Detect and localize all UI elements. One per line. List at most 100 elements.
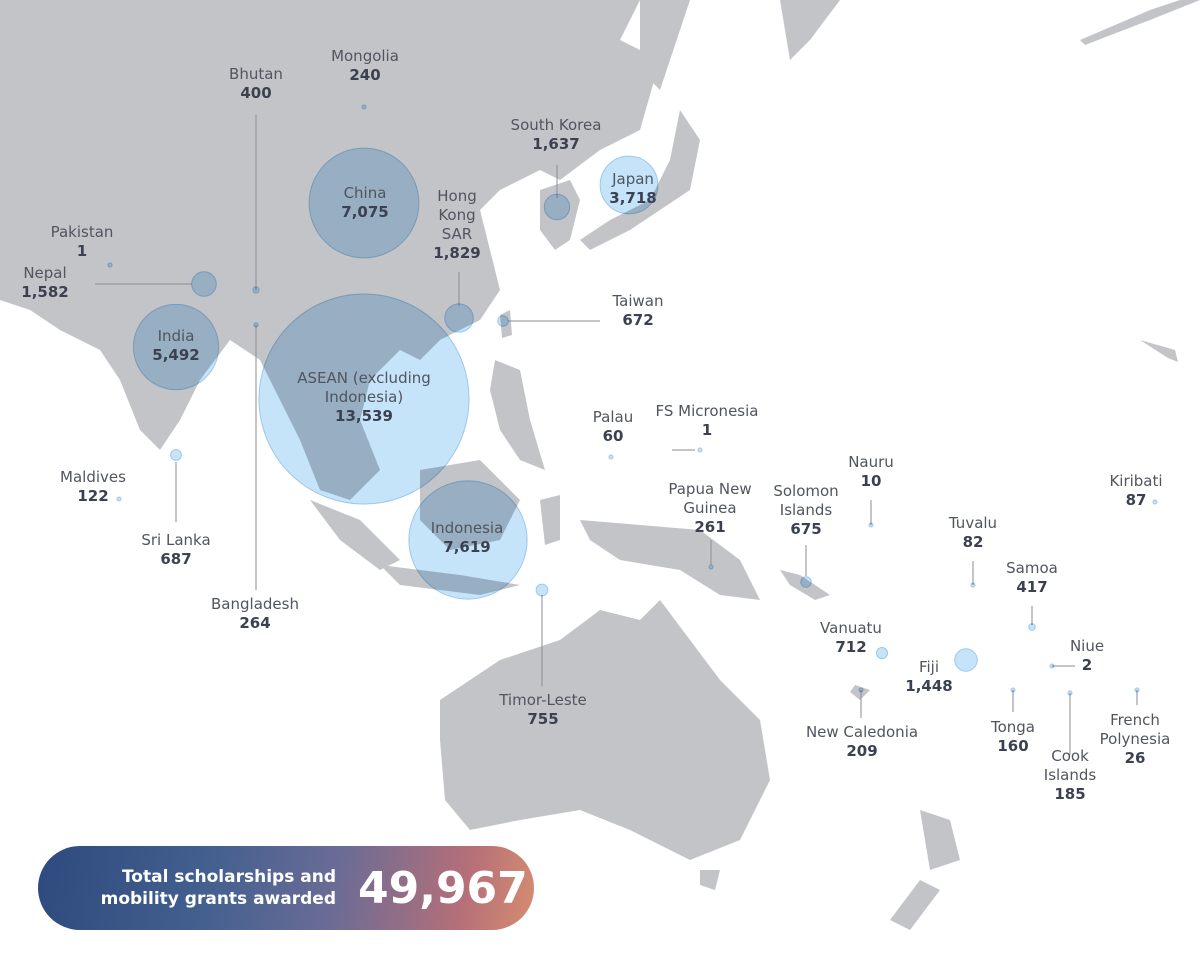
bubble bbox=[361, 104, 367, 110]
region-value: 1,448 bbox=[905, 677, 953, 695]
bubble bbox=[1134, 687, 1140, 693]
region-name: Cook Islands bbox=[1043, 747, 1097, 784]
region-label: Indonesia 7,619 bbox=[407, 519, 527, 557]
region-label: Vanuatu 712 bbox=[791, 619, 911, 657]
region-name: Niue bbox=[1069, 637, 1105, 655]
region-value: 1,637 bbox=[532, 135, 580, 153]
region-label: Japan 3,718 bbox=[573, 170, 693, 208]
region-name: Nepal bbox=[23, 264, 67, 282]
region-name: Solomon Islands bbox=[773, 482, 839, 519]
region-name: Papua New Guinea bbox=[668, 480, 752, 517]
bubble bbox=[408, 480, 528, 600]
bubble bbox=[875, 646, 889, 660]
region-label: Palau 60 bbox=[553, 408, 673, 446]
region-name: Kiribati bbox=[1109, 472, 1163, 490]
bubble bbox=[599, 155, 659, 215]
region-label: South Korea 1,637 bbox=[476, 116, 636, 154]
bubble bbox=[191, 271, 217, 297]
bubble bbox=[252, 286, 260, 294]
region-name: South Korea bbox=[510, 116, 602, 134]
bubble bbox=[868, 522, 874, 528]
region-value: 712 bbox=[835, 638, 867, 656]
region-label: Pakistan 1 bbox=[22, 223, 142, 261]
region-label: Niue 2 bbox=[1027, 637, 1147, 675]
region-name: China bbox=[343, 184, 387, 202]
region-name: Fiji bbox=[918, 658, 940, 676]
region-name: FS Micronesia bbox=[655, 402, 759, 420]
region-name: Tuvalu bbox=[948, 514, 998, 532]
japan bbox=[580, 110, 700, 250]
region-name: Sri Lanka bbox=[141, 531, 211, 549]
region-value: 26 bbox=[1124, 749, 1146, 767]
region-label: Solomon Islands 675 bbox=[761, 482, 851, 539]
region-label: Kiribati 87 bbox=[1076, 472, 1196, 510]
region-label: Sri Lanka 687 bbox=[116, 531, 236, 569]
new-guinea bbox=[580, 520, 760, 600]
region-name: Pakistan bbox=[50, 223, 114, 241]
region-value: 1,582 bbox=[21, 283, 69, 301]
region-name: Samoa bbox=[1006, 559, 1058, 577]
region-label: Bhutan 400 bbox=[196, 65, 316, 103]
bubble bbox=[708, 564, 714, 570]
region-name: Palau bbox=[592, 408, 634, 426]
total-banner: Total scholarships and mobility grants a… bbox=[38, 846, 534, 930]
region-label: Fiji 1,448 bbox=[869, 658, 989, 696]
region-label: Nepal 1,582 bbox=[5, 264, 85, 302]
region-value: 672 bbox=[622, 311, 654, 329]
region-label: India 5,492 bbox=[116, 327, 236, 365]
region-name: Indonesia bbox=[430, 519, 504, 537]
region-value: 5,492 bbox=[152, 346, 200, 364]
bubble bbox=[543, 193, 571, 221]
islands bbox=[1080, 0, 1200, 362]
sumatra bbox=[310, 500, 400, 570]
region-label: Bangladesh 264 bbox=[195, 595, 315, 633]
region-name: New Caledonia bbox=[805, 723, 919, 741]
total-value: 49,967 bbox=[358, 862, 528, 914]
sulawesi bbox=[540, 495, 560, 545]
bubble bbox=[170, 449, 182, 461]
region-label: Cook Islands 185 bbox=[1035, 747, 1105, 804]
region-label: French Polynesia 26 bbox=[1090, 711, 1180, 768]
region-value: 261 bbox=[694, 518, 726, 536]
bubble bbox=[1010, 687, 1016, 693]
bubble bbox=[697, 447, 703, 453]
region-name: Nauru bbox=[848, 453, 894, 471]
bubble bbox=[1067, 690, 1073, 696]
bubble bbox=[132, 303, 220, 391]
region-label: Samoa 417 bbox=[972, 559, 1092, 597]
bubble bbox=[1152, 499, 1158, 505]
region-name: Tonga bbox=[990, 718, 1035, 736]
region-value: 675 bbox=[790, 520, 822, 538]
region-name: Mongolia bbox=[331, 47, 399, 65]
region-value: 7,619 bbox=[443, 538, 491, 556]
bubble bbox=[258, 293, 470, 505]
region-value: 2 bbox=[1081, 656, 1093, 674]
region-name: Bangladesh bbox=[211, 595, 299, 613]
region-value: 264 bbox=[239, 614, 271, 632]
bubble bbox=[444, 303, 474, 333]
bubble bbox=[858, 687, 864, 693]
region-label: Papua New Guinea 261 bbox=[655, 480, 765, 537]
region-name: ASEAN (excluding Indonesia) bbox=[297, 369, 431, 406]
bubble bbox=[497, 315, 509, 327]
region-label: Hong Kong SAR 1,829 bbox=[432, 187, 482, 263]
region-name: Timor-Leste bbox=[499, 691, 587, 709]
region-value: 60 bbox=[602, 427, 624, 445]
region-value: 185 bbox=[1054, 785, 1086, 803]
region-value: 1,829 bbox=[433, 244, 481, 262]
region-value: 82 bbox=[962, 533, 984, 551]
region-value: 417 bbox=[1016, 578, 1048, 596]
australia bbox=[440, 600, 770, 860]
new-caledonia-island bbox=[850, 685, 870, 700]
region-label: Timor-Leste 755 bbox=[483, 691, 603, 729]
tasmania bbox=[700, 870, 720, 890]
new-zealand bbox=[890, 810, 960, 930]
region-name: Vanuatu bbox=[820, 619, 882, 637]
leader-lines bbox=[95, 115, 1138, 755]
bubble bbox=[1049, 663, 1055, 669]
bubble bbox=[107, 262, 113, 268]
region-name: Taiwan bbox=[612, 292, 664, 310]
region-value: 160 bbox=[997, 737, 1029, 755]
region-label: Tuvalu 82 bbox=[913, 514, 1033, 552]
